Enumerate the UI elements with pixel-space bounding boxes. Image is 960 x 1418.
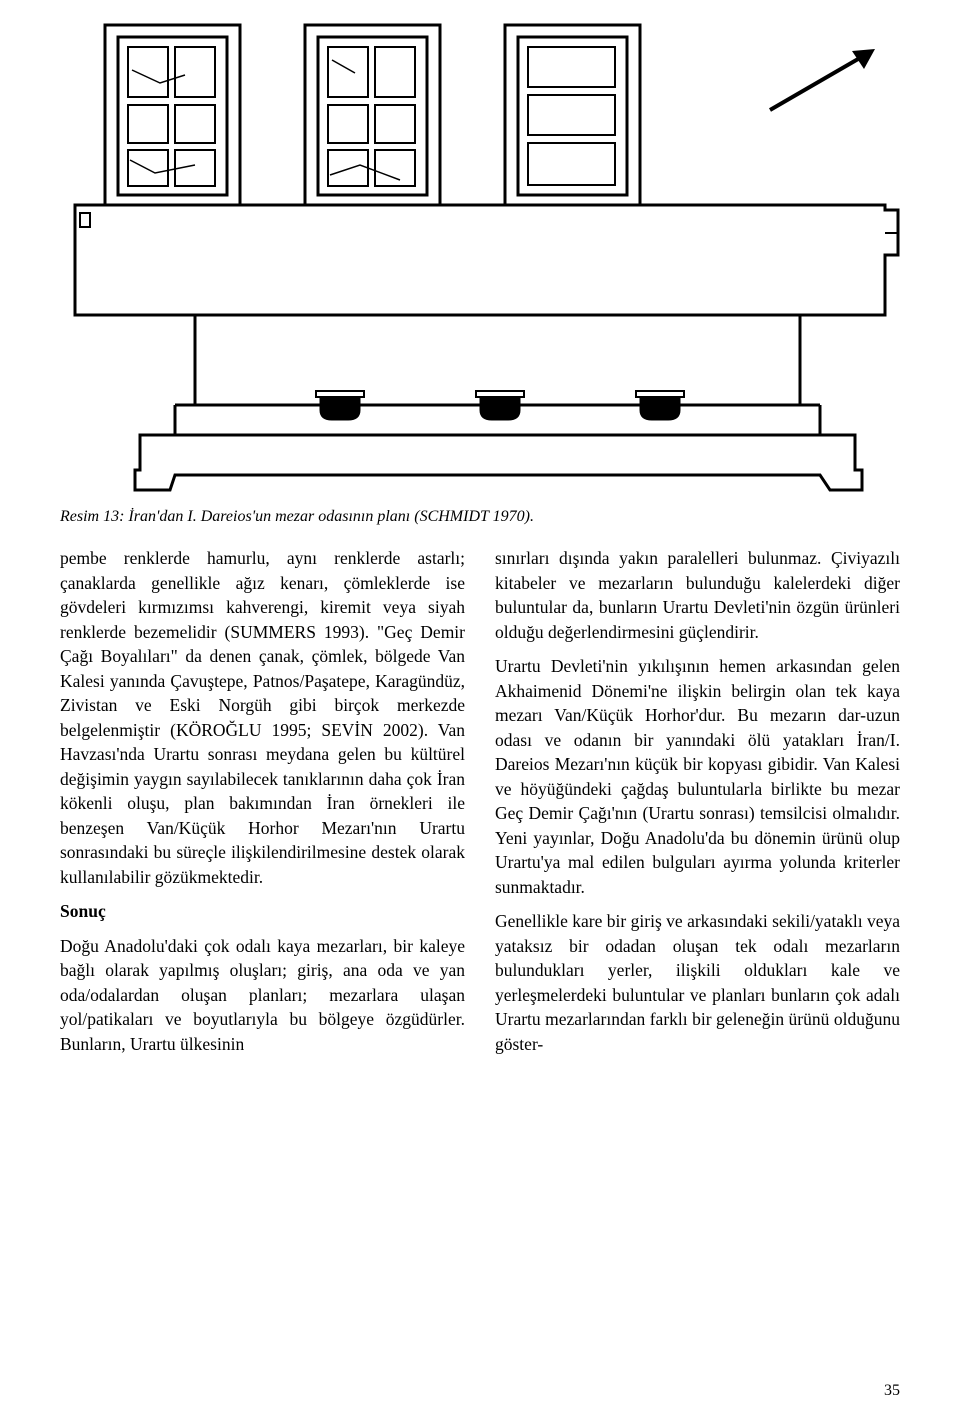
doorway-2 — [305, 25, 440, 205]
niche-1 — [316, 391, 364, 420]
figure-caption: Resim 13: İran'dan I. Dareios'un mezar o… — [0, 500, 960, 546]
paragraph: Genellikle kare bir giriş ve arkasındaki… — [495, 909, 900, 1056]
doorway-3 — [505, 25, 640, 205]
paragraph: sınırları dışında yakın paralelleri bulu… — [495, 546, 900, 644]
paragraph: pembe renklerde hamurlu, aynı renklerde … — [60, 546, 465, 889]
paragraph: Urartu Devleti'nin yıkılışının hemen ark… — [495, 654, 900, 899]
lower-structure — [135, 315, 862, 490]
left-column: pembe renklerde hamurlu, aynı renklerde … — [60, 546, 465, 1066]
tomb-plan-diagram — [40, 10, 920, 500]
direction-arrow — [770, 49, 875, 110]
niche-2 — [476, 391, 524, 420]
upper-platform — [75, 205, 898, 315]
body-text: pembe renklerde hamurlu, aynı renklerde … — [0, 546, 960, 1066]
niche-3 — [636, 391, 684, 420]
section-heading: Sonuç — [60, 899, 465, 924]
right-column: sınırları dışında yakın paralelleri bulu… — [495, 546, 900, 1066]
paragraph: Doğu Anadolu'daki çok odalı kaya mezarla… — [60, 934, 465, 1057]
doorway-1 — [105, 25, 240, 205]
figure-area — [0, 0, 960, 500]
page-number: 35 — [884, 1382, 900, 1400]
